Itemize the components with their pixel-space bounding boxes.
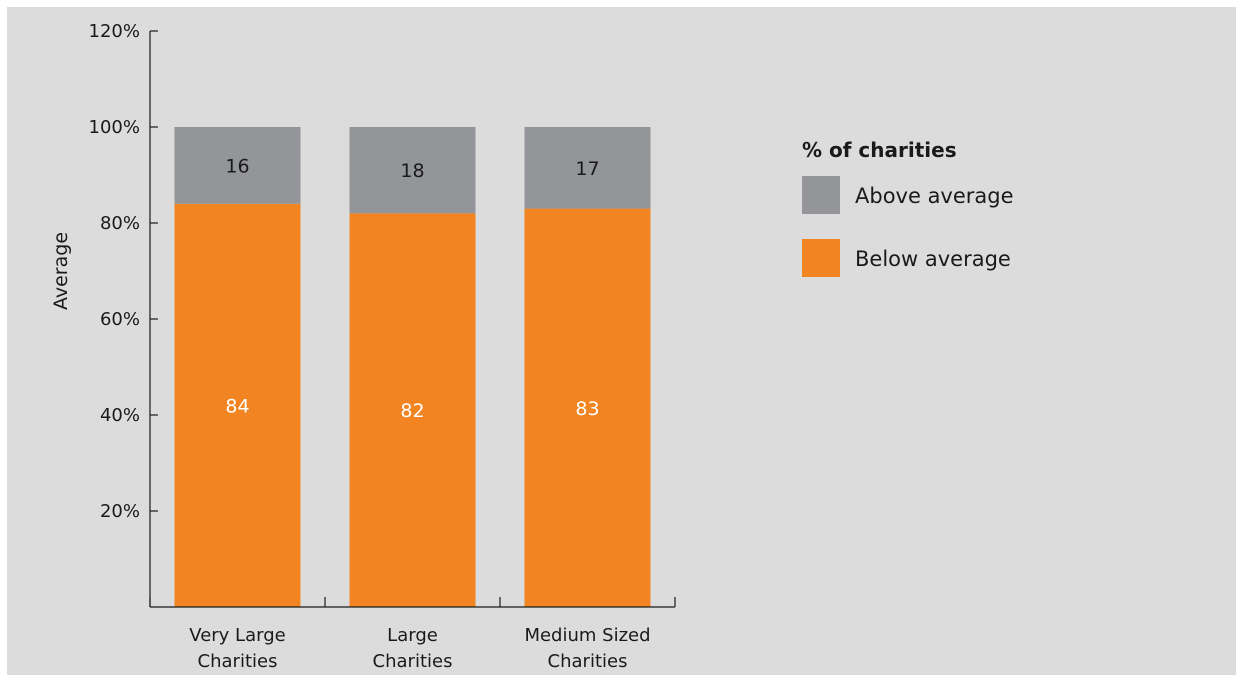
x-tick-label: Large <box>387 625 438 646</box>
data-label: 83 <box>575 398 599 420</box>
x-tick-label: Charities <box>548 651 628 672</box>
bar-above-average <box>524 127 651 209</box>
x-tick-label: Charities <box>373 651 453 672</box>
y-tick-label: 120% <box>89 21 140 42</box>
y-tick-label: 40% <box>100 405 140 426</box>
y-axis-title: Average <box>50 232 72 310</box>
data-label: 84 <box>225 395 249 417</box>
y-tick-label: 60% <box>100 309 140 330</box>
legend-swatch <box>802 176 840 214</box>
y-tick-label: 100% <box>89 117 140 138</box>
bar-below-average <box>349 213 476 607</box>
bar-above-average <box>349 127 476 214</box>
data-label: 82 <box>400 400 424 422</box>
bar-below-average <box>174 203 301 608</box>
data-label: 18 <box>400 160 424 182</box>
x-tick-label: Very Large <box>189 625 285 646</box>
x-tick-label: Medium Sized <box>524 625 650 646</box>
legend-swatch <box>802 239 840 277</box>
legend-title: % of charities <box>802 138 957 162</box>
y-tick-label: 20% <box>100 501 140 522</box>
data-label: 17 <box>575 158 599 180</box>
legend-label: Above average <box>855 184 1014 208</box>
bar-below-average <box>524 208 651 607</box>
bar-above-average <box>174 127 301 204</box>
data-label: 16 <box>225 155 249 177</box>
y-tick-label: 80% <box>100 213 140 234</box>
x-tick-label: Charities <box>198 651 278 672</box>
legend-label: Below average <box>855 247 1011 271</box>
